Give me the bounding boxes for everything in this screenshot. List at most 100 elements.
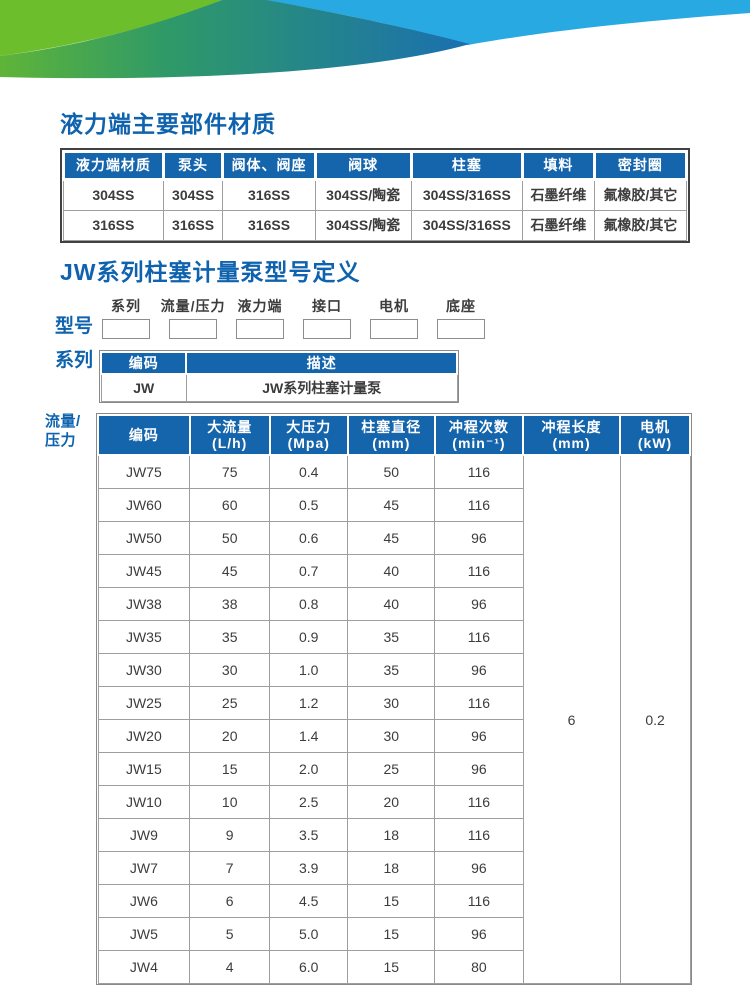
series-cell: JW系列柱塞计量泵	[185, 373, 458, 403]
spec-cell: 18	[347, 851, 436, 886]
spec-cell: 7	[189, 851, 271, 886]
spec-col-header: 柱塞直径 (mm)	[346, 414, 436, 457]
materials-cell: 304SS/316SS	[410, 209, 524, 241]
spec-cell: 0.6	[269, 521, 349, 556]
spec-col-header: 电机 (kW)	[619, 414, 691, 457]
materials-table: 液力端材质 泵头 阀体、阀座 阀球 柱塞 填料 密封圈 304SS 304SS 316SS 304…	[60, 148, 690, 243]
spec-cell: 75	[189, 454, 271, 490]
materials-col-header: 柱塞	[409, 150, 525, 181]
materials-cell: 316SS	[162, 209, 224, 241]
materials-cell: 316SS	[222, 209, 316, 241]
spec-cell: 35	[347, 653, 436, 688]
spec-table: 编码 大流量 (L/h) 大压力 (Mpa) 柱塞直径 (mm) 冲程次数 (min⁻¹) 冲程长…	[96, 413, 692, 985]
materials-cell: 304SS/陶瓷	[314, 178, 412, 211]
model-field-box	[102, 318, 151, 339]
spec-cell: JW9	[97, 818, 191, 853]
series-col-header: 编码	[99, 350, 188, 376]
spec-cell: JW4	[97, 950, 191, 985]
spec-cell: 0.7	[269, 554, 349, 589]
banner-green-shape	[0, 0, 222, 56]
spec-cell: JW35	[97, 620, 191, 655]
materials-cell: 304SS	[63, 178, 164, 211]
materials-col-header: 填料	[521, 150, 596, 181]
table-row: JW38 38 0.8 40 96	[97, 587, 690, 622]
spec-cell: 35	[347, 620, 436, 655]
spec-cell: 2.5	[269, 785, 349, 820]
spec-col-header: 大流量 (L/h)	[188, 414, 271, 457]
spec-cell: JW75	[97, 454, 191, 490]
spec-cell: 116	[434, 884, 524, 919]
spec-col-header: 冲程次数 (min⁻¹)	[433, 414, 525, 457]
materials-cell: 氟橡胶/其它	[593, 209, 688, 241]
model-field-label: 底座	[446, 297, 477, 314]
spec-cell: 116	[434, 488, 524, 523]
spec-cell: 35	[189, 620, 271, 655]
model-field-group: 接口	[303, 296, 352, 339]
series-table: 编码 描述 JW JW系列柱塞计量泵	[99, 349, 459, 404]
table-row: JW20 20 1.4 30 96	[97, 719, 690, 754]
spec-cell: 20	[189, 719, 271, 754]
table-row: 304SS 304SS 316SS 304SS/陶瓷 304SS/316SS 石墨纤维 氟橡…	[63, 178, 688, 211]
spec-cell: 40	[347, 554, 436, 589]
model-field-label: 流量/压力	[160, 297, 226, 314]
spec-cell: 116	[434, 454, 524, 490]
materials-cell: 石墨纤维	[522, 209, 595, 241]
spec-cell: 96	[434, 521, 524, 556]
materials-cell: 304SS/陶瓷	[314, 209, 412, 241]
spec-cell: 38	[189, 587, 271, 622]
spec-row-label: 流量/压力	[45, 413, 81, 449]
spec-cell: 96	[434, 851, 524, 886]
materials-cell: 304SS/316SS	[410, 178, 524, 211]
spec-cell: 30	[189, 653, 271, 688]
spec-cell: 4.5	[269, 884, 349, 919]
spec-cell: 25	[347, 752, 436, 787]
model-field-group: 液力端	[236, 296, 285, 339]
spec-motor-merged-cell: 0.2	[619, 454, 691, 985]
spec-cell: 96	[434, 587, 524, 622]
spec-cell: 5	[189, 917, 271, 952]
banner-lightblue-shape	[262, 0, 750, 45]
banner-gradient-swoosh	[0, 0, 470, 79]
materials-cell: 氟橡胶/其它	[593, 178, 688, 211]
materials-col-header: 泵头	[161, 150, 225, 181]
spec-col-header: 冲程长度 (mm)	[522, 414, 622, 457]
spec-cell: 10	[189, 785, 271, 820]
model-field-group: 流量/压力	[161, 296, 224, 339]
spec-cell: 3.5	[269, 818, 349, 853]
table-row: JW45 45 0.7 40 116	[97, 554, 690, 589]
spec-cell: 1.4	[269, 719, 349, 754]
series-section: 系列 编码 描述 JW JW系列柱塞计量泵	[45, 349, 692, 404]
model-field-box	[370, 318, 419, 339]
model-field-box	[303, 318, 352, 339]
spec-cell: 6.0	[269, 950, 349, 985]
spec-cell: 50	[347, 454, 436, 490]
spec-stroke-length-merged-cell: 6	[522, 454, 621, 985]
spec-col-header: 大压力 (Mpa)	[268, 414, 349, 457]
spec-cell: 50	[189, 521, 271, 556]
model-field-label: 接口	[312, 297, 343, 314]
spec-cell: JW45	[97, 554, 191, 589]
spec-cell: 45	[347, 488, 436, 523]
table-row: JW JW系列柱塞计量泵	[100, 373, 458, 403]
series-row-label: 系列	[55, 349, 94, 371]
model-field-group: 系列	[102, 296, 151, 339]
materials-cell: 316SS	[222, 178, 316, 211]
table-row: JW6 6 4.5 15 116	[97, 884, 690, 919]
model-field-label: 液力端	[237, 297, 283, 314]
materials-header-row: 液力端材质 泵头 阀体、阀座 阀球 柱塞 填料 密封圈	[62, 150, 689, 181]
spec-cell: 25	[189, 686, 271, 721]
spec-section: 流量/压力 编码 大流量 (L/h) 大压力 (Mpa) 柱塞直径 (mm) 冲程次数 (min…	[45, 413, 692, 985]
header-banner-graphic	[0, 0, 750, 79]
table-row: 316SS 316SS 316SS 304SS/陶瓷 304SS/316SS 石墨纤维 氟橡…	[63, 209, 688, 241]
table-row: JW7 7 3.9 18 96	[97, 851, 690, 886]
table-row: JW75 75 0.4 50 116 6 0.2	[97, 454, 691, 985]
spec-cell: 116	[434, 686, 524, 721]
model-field-group: 底座	[437, 296, 486, 339]
spec-cell: 80	[434, 950, 524, 985]
spec-cell: 116	[434, 785, 524, 820]
spec-cell: 116	[434, 620, 524, 655]
series-col-header: 描述	[185, 350, 458, 376]
spec-cell: 45	[347, 521, 436, 556]
section2-title: JW系列柱塞计量泵型号定义	[60, 258, 361, 285]
materials-col-header: 密封圈	[592, 150, 689, 181]
